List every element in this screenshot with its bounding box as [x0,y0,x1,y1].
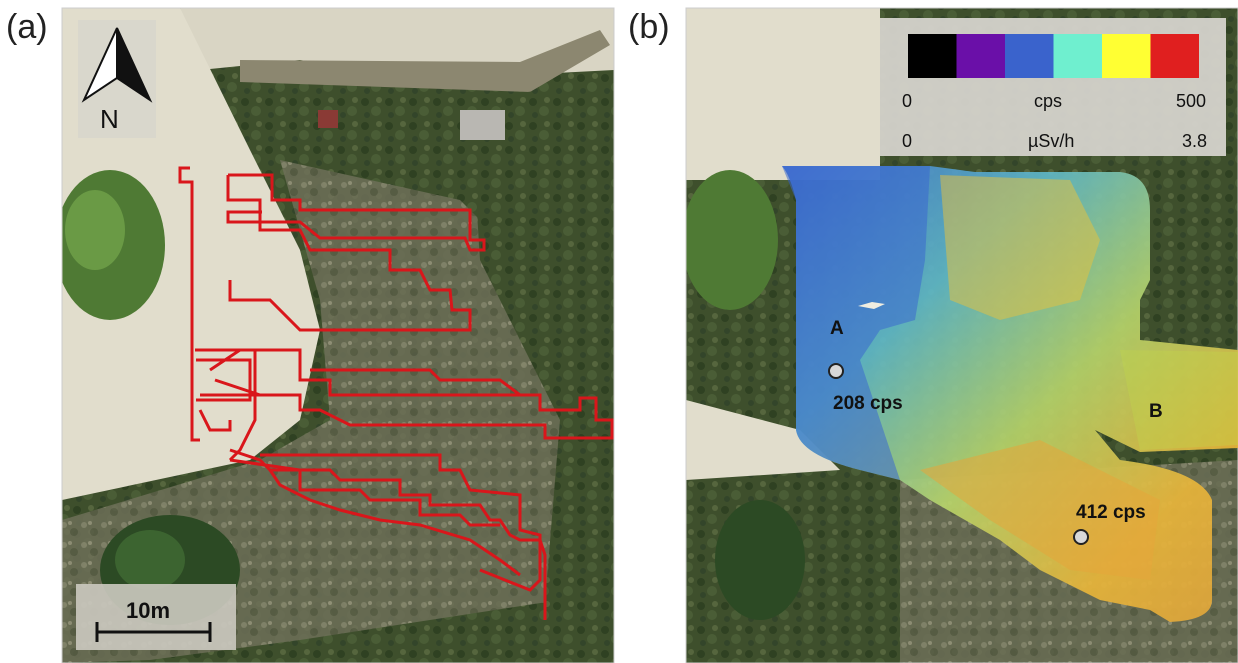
north-arrow-icon [78,20,156,138]
legend-dose-unit: µSv/h [1028,131,1074,151]
legend-dose-max: 3.8 [1182,131,1207,151]
radiation-heatmap [782,166,1238,622]
legend-cps-max: 500 [1176,91,1206,111]
legend-cps-unit: cps [1034,91,1062,111]
legend-swatch [1102,34,1151,78]
legend-swatch [1150,34,1199,78]
color-legend [880,18,1226,156]
legend-swatch [1053,34,1102,78]
legend-cps-min: 0 [902,91,912,111]
scale-bar [76,584,236,650]
legend-swatch [1005,34,1054,78]
point-label-412: 412 cps [1076,502,1146,523]
legend-dose-min: 0 [902,131,912,151]
point-marker-208 [828,363,844,379]
point-label-a: A [830,318,844,339]
survey-track [178,166,614,620]
point-label-208: 208 cps [833,393,903,414]
point-label-b: B [1149,401,1163,422]
legend-swatch [908,34,957,78]
panel-label-a: (a) [6,8,48,46]
scale-label: 10m [126,598,170,623]
point-marker-412 [1073,529,1089,545]
legend-swatch [956,34,1005,78]
north-label: N [100,104,119,134]
panel-label-b: (b) [628,8,670,46]
